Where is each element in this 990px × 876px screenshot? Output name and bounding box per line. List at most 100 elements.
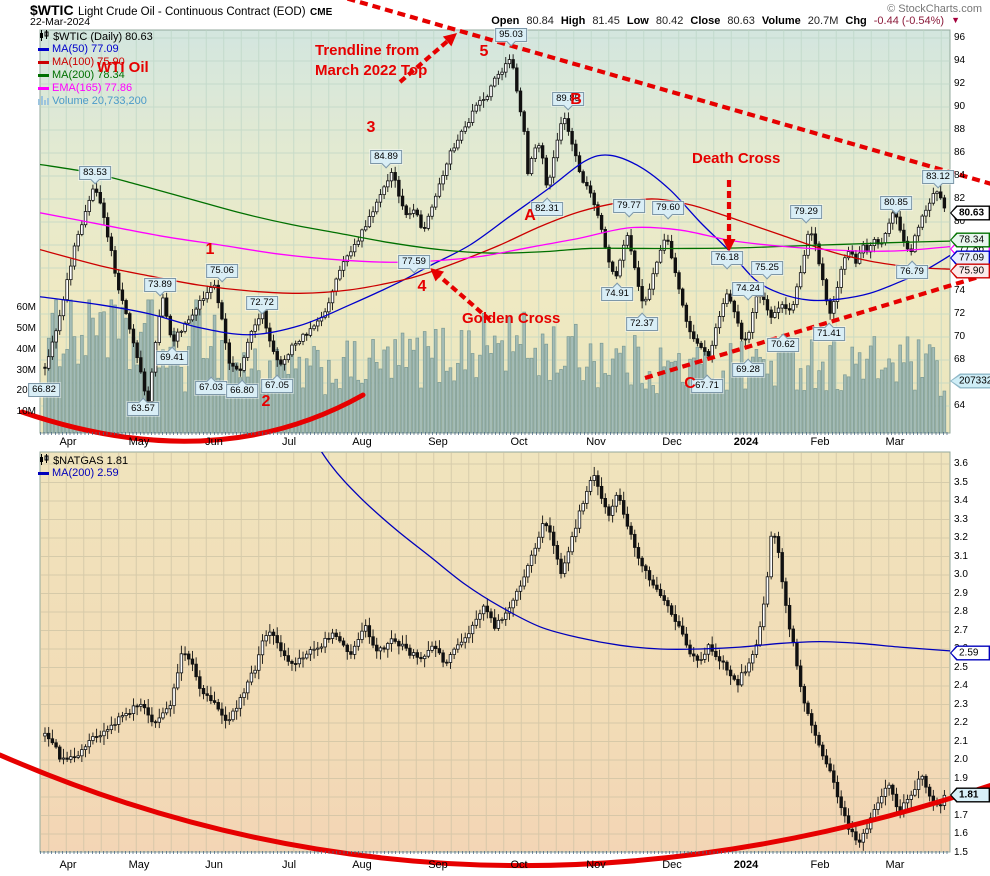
month-label-Nov: Nov [586,436,606,448]
quote-value: 80.63 [727,15,755,27]
wave-label-2: 2 [261,393,271,410]
axis-tick-strip [40,851,950,854]
copyright: © StockCharts.com [887,3,982,15]
month-label-Sep: Sep [428,859,448,871]
legend-label: $WTIC (Daily) 80.63 [53,31,153,43]
ma-line-MA(200) [320,452,950,652]
price-tag: 67.05 [261,374,293,393]
legend-swatch [38,86,49,90]
quote-value: 80.84 [526,15,554,27]
red-annotations-$NATGAS [0,752,990,869]
y-axis-label: 2.7 [954,624,968,636]
y-axis-label: 2.2 [954,717,968,728]
y-axis-label: 74 [954,285,966,296]
legend-swatch [38,73,49,77]
quote-value: -0.44 (-0.54%) [873,15,945,27]
y-axis-label: 3.3 [954,513,968,525]
quote-value: 80.42 [655,15,684,27]
axis-value-tag: 77.09 [950,250,990,266]
axis-tag-fill [951,374,990,388]
legend-label: MA(50) 77.09 [52,43,119,55]
y-axis-label: 90 [954,101,966,112]
price-tag: 79.60 [652,201,684,220]
axis-tag-text: 78.34 [959,234,985,246]
y-axis-label: 84 [954,170,966,181]
y-axis-label: 80 [954,216,966,227]
axis-tag-text: 80.63 [959,207,985,219]
red-text-line: March 2022 Top [315,62,428,79]
red-text-line: Trendline from [315,42,420,59]
month-label-2024: 2024 [733,859,759,871]
legend-label: Volume 20,733,200 [52,95,147,107]
axis-value-tag: 2.59 [950,645,990,661]
ma-line-MA(200) [40,163,950,254]
month-label-Sep: Sep [428,436,448,448]
red-annotation-text: Trendline from March 2022 Top [315,41,427,81]
y-axis-label: 3.0 [954,569,968,580]
volume-bars [43,299,947,433]
month-label-May: May [128,859,150,871]
price-tag: 79.77 [613,199,645,218]
axis-value-tag: 20733200 [950,373,990,389]
quote-label: Volume [761,15,801,27]
axis-tag-text: 75.90 [959,265,985,277]
price-tag: 73.89 [144,278,176,297]
sharpchart-icon [38,30,53,43]
wave-label-B: B [570,91,582,108]
axis-tag-text: 1.81 [959,789,979,801]
month-label-Dec: Dec [662,436,682,448]
month-label-Mar: Mar [885,436,905,448]
price-tag: 84.89 [370,150,402,169]
axis-value-tag: 75.90 [950,263,990,279]
axis-tag-fill [951,788,989,802]
y-axis-label: 86 [954,147,966,158]
y-axis-label: 88 [954,124,966,135]
volume-axis-label: 30M [16,365,36,376]
legend-label: $NATGAS 1.81 [53,455,129,467]
legend-item-$WTIC-2: MA(100) 75.90 [38,56,125,69]
y-axis-label: 1.9 [954,772,968,784]
month-label-Oct: Oct [510,859,528,871]
price-tag: 72.37 [626,312,658,331]
price-tag: 83.12 [922,170,954,189]
volume-axis-label: 20M [16,385,36,396]
price-tag: 71.41 [813,322,845,341]
y-axis-label: 1.5 [954,846,968,858]
y-axis-label: 94 [954,55,966,66]
wave-label-C: C [684,375,696,392]
axis-tag-text: 20733200 [959,375,990,387]
$NATGAS-plot-area [39,451,951,853]
price-tag: 69.41 [156,346,188,365]
axis-tag-fill [951,264,989,278]
red-annotation-text: WTI Oil [97,58,149,78]
legend-swatch [38,47,49,51]
y-axis-label: 2.1 [954,735,968,747]
y-axis-label: 3.4 [954,495,968,506]
price-tag: 74.91 [601,282,633,301]
month-label-Mar: Mar [885,859,905,871]
chg-down-icon: ▼ [951,15,960,25]
wave-label-A: A [524,207,536,224]
y-axis-label: 64 [954,400,966,411]
axis-tag-fill [951,206,989,220]
price-tag: 80.85 [880,196,912,215]
y-axis-label: 2.9 [954,587,968,599]
axis-value-tag: 80.63 [950,205,990,221]
red-annotation-text: Death Cross [692,149,780,169]
month-label-May: May [128,436,150,448]
volume-axis-label: 10M [16,406,36,417]
chart-date: 22-Mar-2024 [30,16,91,28]
price-tag: 77.59 [398,255,430,274]
price-tag: 66.82 [28,383,60,397]
ma-line-MA(50) [40,154,950,336]
month-label-Nov: Nov [586,859,606,871]
month-label-Jun: Jun [205,859,223,871]
legend-item-$NATGAS-1: MA(200) 2.59 [38,467,119,480]
wave-label-4: 4 [417,278,427,295]
legend-item-$WTIC-0: $WTIC (Daily) 80.63 [38,30,153,43]
price-tag: 95.03 [495,28,527,47]
price-tag: 76.18 [711,251,743,270]
price-tag: 69.28 [732,358,764,377]
